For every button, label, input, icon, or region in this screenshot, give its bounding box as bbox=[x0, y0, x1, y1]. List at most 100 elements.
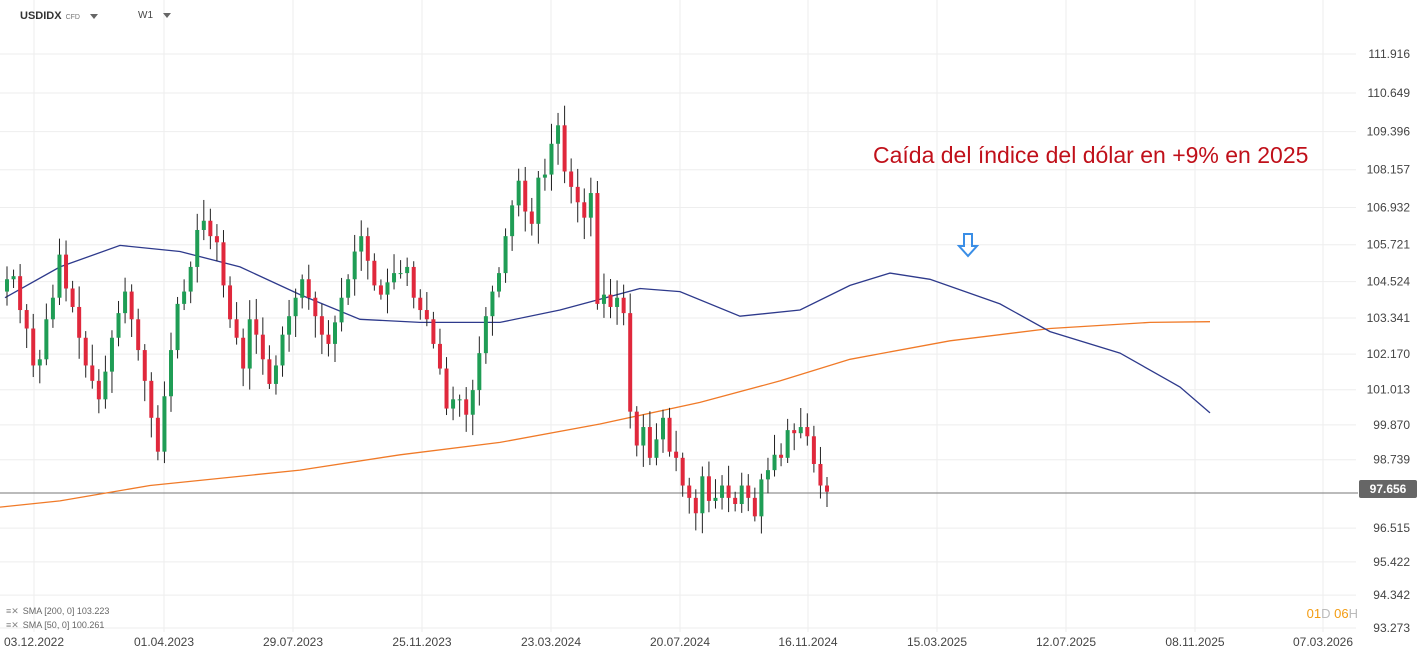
candle-body bbox=[37, 359, 42, 366]
settings-close-icon[interactable]: ≡✕ bbox=[6, 620, 19, 630]
candle bbox=[254, 298, 259, 354]
candle-countdown: 01D 06H bbox=[1307, 606, 1358, 621]
candle bbox=[385, 268, 390, 314]
down-arrow-icon bbox=[956, 233, 980, 258]
candle bbox=[5, 266, 9, 306]
indicator-label: SMA [50, 0] 100.261 bbox=[22, 620, 105, 630]
candle-body bbox=[477, 353, 482, 391]
candle bbox=[37, 349, 42, 384]
candle bbox=[424, 292, 429, 327]
indicator-legend-sma200[interactable]: ≡✕ SMA [200, 0] 103.223 bbox=[6, 606, 109, 617]
candle-body bbox=[437, 343, 442, 369]
candle-body bbox=[31, 328, 36, 366]
current-price-tag: 97.656 bbox=[1359, 480, 1417, 498]
candle-body bbox=[739, 485, 744, 505]
sma-lines bbox=[0, 244, 1211, 508]
x-axis-labels: 03.12.2022 01.04.2023 29.07.2023 25.11.2023… bbox=[4, 635, 1353, 649]
y-tick-label: 101.013 bbox=[1367, 383, 1411, 397]
chart-grid bbox=[0, 0, 1358, 632]
candle bbox=[621, 284, 626, 326]
candle bbox=[64, 240, 69, 302]
candle bbox=[713, 479, 718, 509]
candle-body bbox=[77, 306, 82, 338]
candle bbox=[529, 197, 534, 236]
candle bbox=[792, 423, 797, 451]
symbol-selector[interactable]: USDIDX CFD bbox=[20, 10, 98, 22]
candle bbox=[562, 105, 567, 184]
y-tick-label: 94.342 bbox=[1373, 588, 1410, 602]
candle-body bbox=[385, 282, 390, 295]
x-tick-label: 29.07.2023 bbox=[263, 635, 323, 649]
candle-body bbox=[378, 285, 383, 295]
candle bbox=[542, 158, 547, 191]
indicator-legend-sma50[interactable]: ≡✕ SMA [50, 0] 100.261 bbox=[6, 620, 104, 631]
candle-body bbox=[208, 220, 213, 237]
candle-body bbox=[634, 411, 639, 446]
candle bbox=[123, 277, 128, 324]
timeframe-selector[interactable]: W1 bbox=[138, 10, 171, 21]
candle-body bbox=[109, 337, 114, 372]
candle-body bbox=[372, 260, 377, 286]
candle-body bbox=[287, 316, 292, 335]
candle bbox=[50, 284, 55, 328]
candle-body bbox=[706, 476, 711, 501]
candle-body bbox=[24, 310, 29, 329]
candle-body bbox=[470, 390, 475, 415]
candle-body bbox=[529, 211, 534, 224]
candle bbox=[352, 234, 357, 296]
candle-body bbox=[510, 205, 515, 237]
candle-body bbox=[306, 279, 311, 298]
candle-body bbox=[792, 430, 797, 434]
candle-body bbox=[785, 430, 790, 458]
candle bbox=[556, 112, 561, 165]
candle bbox=[24, 304, 29, 349]
y-tick-label: 110.649 bbox=[1368, 86, 1411, 100]
candle-body bbox=[18, 276, 23, 311]
candle bbox=[359, 220, 364, 271]
candle-body bbox=[313, 297, 318, 317]
candle-body bbox=[431, 319, 436, 344]
candle-body bbox=[188, 266, 193, 292]
candle bbox=[372, 253, 377, 291]
candle-body bbox=[818, 463, 823, 486]
x-tick-label: 03.12.2022 bbox=[4, 635, 64, 649]
candle-body bbox=[116, 313, 121, 338]
candle-body bbox=[333, 322, 337, 344]
candle-body bbox=[123, 291, 128, 314]
candle-body bbox=[542, 174, 547, 178]
candle-body bbox=[424, 310, 429, 320]
candle bbox=[313, 291, 318, 338]
settings-close-icon[interactable]: ≡✕ bbox=[6, 606, 19, 616]
candle-body bbox=[687, 485, 692, 498]
y-tick-label: 103.341 bbox=[1367, 311, 1411, 325]
candle bbox=[103, 355, 108, 409]
candle-body bbox=[352, 251, 357, 280]
candle bbox=[615, 280, 620, 325]
candle bbox=[201, 199, 206, 241]
candle-body bbox=[680, 457, 685, 486]
candle-body bbox=[300, 279, 305, 298]
candle bbox=[739, 472, 744, 513]
candle bbox=[149, 372, 154, 438]
candle bbox=[418, 289, 423, 320]
countdown-hour-unit: H bbox=[1348, 606, 1358, 621]
candle bbox=[228, 276, 233, 328]
candle-body bbox=[83, 337, 88, 366]
candle-body bbox=[96, 380, 101, 400]
candle-body bbox=[825, 485, 829, 492]
candle-body bbox=[621, 297, 626, 314]
candle-body bbox=[267, 359, 272, 384]
candle bbox=[720, 475, 725, 510]
y-tick-label: 99.870 bbox=[1373, 418, 1410, 432]
candle bbox=[293, 288, 298, 338]
candle bbox=[772, 434, 777, 477]
candle-body bbox=[569, 171, 574, 187]
candle-body bbox=[234, 319, 239, 338]
candle bbox=[628, 293, 633, 429]
candle bbox=[575, 168, 580, 223]
candle-body bbox=[241, 337, 246, 369]
candle-body bbox=[280, 334, 285, 366]
candle bbox=[273, 355, 278, 395]
chart-annotation: Caída del índice del dólar en +9% en 202… bbox=[873, 142, 1309, 168]
